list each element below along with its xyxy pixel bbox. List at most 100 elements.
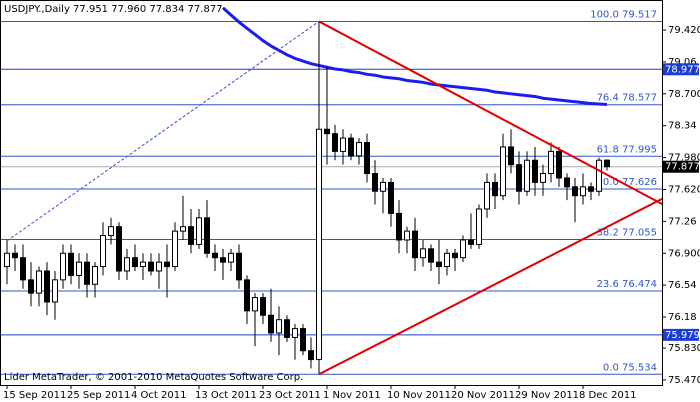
candle-body — [468, 239, 474, 245]
candle-body — [292, 328, 298, 338]
candle-body — [396, 212, 402, 241]
candle-body — [276, 319, 282, 334]
x-tick-label: 13 Oct 2011 — [195, 390, 257, 401]
y-tick-label: 79.06 — [668, 57, 697, 68]
candle-body — [340, 137, 346, 152]
y-tick-label: 77.620 — [668, 184, 700, 195]
candle-body — [364, 142, 370, 175]
candle-body — [516, 164, 522, 192]
candle-body — [228, 252, 234, 263]
fib-label: 50.0 77.626 — [597, 177, 657, 188]
candle-body — [596, 159, 602, 192]
candle-body — [500, 146, 506, 197]
candle-body — [140, 261, 146, 268]
candle-body — [84, 261, 90, 285]
candle-body — [60, 252, 66, 281]
candle-body — [164, 261, 170, 268]
fib-label: 100.0 79.517 — [590, 9, 657, 20]
plot-frame — [0, 0, 663, 386]
candle-body — [284, 319, 290, 338]
trendline — [6, 21, 320, 242]
candle-body — [540, 173, 546, 183]
candle-body — [244, 279, 250, 312]
candle-body — [492, 181, 498, 197]
fib-label: 0.0 75.534 — [603, 362, 657, 373]
x-tick-label: 25 Sep 2011 — [67, 390, 130, 401]
y-tick-label: 78.34 — [668, 121, 697, 132]
candle-body — [52, 279, 58, 303]
candle-body — [412, 230, 418, 259]
candle-body — [76, 261, 82, 276]
candle-body — [532, 159, 538, 183]
candle-body — [460, 239, 466, 259]
y-tick-label: 75.830 — [668, 343, 700, 354]
candle-body — [524, 159, 530, 192]
candle-body — [252, 297, 258, 312]
y-tick-label: 76.54 — [668, 280, 697, 291]
candle-body — [100, 235, 106, 268]
candle-body — [372, 173, 378, 192]
candle-body — [316, 128, 322, 361]
chart-title: USDJPY.,Daily 77.951 77.960 77.834 77.87… — [4, 4, 223, 15]
price-tag — [663, 63, 699, 76]
x-tick-label: 1 Nov 2011 — [323, 390, 381, 401]
candle-body — [172, 230, 178, 268]
y-tick-label: 77.26 — [668, 216, 697, 227]
candle-body — [28, 279, 34, 294]
candle-body — [380, 181, 386, 192]
candle-body — [484, 181, 490, 210]
candle-body — [36, 270, 42, 294]
candle-body — [308, 350, 314, 361]
candle-body — [452, 252, 458, 259]
candle-body — [404, 230, 410, 241]
fib-label: 23.6 76.474 — [597, 279, 657, 290]
candle-body — [220, 257, 226, 263]
price-tag — [663, 328, 699, 341]
candle-body — [444, 252, 450, 268]
candle-body — [180, 226, 186, 232]
y-tick-label: 77.980 — [668, 153, 700, 164]
candle-body — [332, 133, 338, 152]
candle-body — [548, 150, 554, 175]
fib-label: 38.2 77.055 — [597, 228, 657, 239]
trendline — [318, 197, 664, 376]
candle-body — [212, 252, 218, 259]
price-tag-label: 78.977 — [665, 64, 700, 75]
candle-body — [68, 252, 74, 276]
x-tick-label: 10 Nov 2011 — [387, 390, 451, 401]
candle-body — [156, 261, 162, 272]
candle-body — [580, 186, 586, 197]
candle-body — [428, 248, 434, 263]
candle-body — [508, 146, 514, 166]
candle-body — [44, 270, 50, 303]
candle-body — [4, 252, 10, 268]
price-tag-label: 75.979 — [665, 330, 700, 341]
candle-body — [108, 226, 114, 237]
candle-body — [300, 328, 306, 352]
x-tick-label: 4 Oct 2011 — [131, 390, 186, 401]
candle-body — [148, 261, 154, 272]
y-tick-label: 79.420 — [668, 25, 700, 36]
candle-body — [556, 150, 562, 179]
candle-body — [356, 142, 362, 157]
footer: Lider MetaTrader, © 2001-2010 MetaQuotes… — [4, 372, 303, 383]
candle-body — [124, 257, 130, 272]
x-tick-label: 23 Oct 2011 — [259, 390, 321, 401]
candle-body — [324, 128, 330, 135]
candle-body — [268, 314, 274, 334]
candle-body — [476, 208, 482, 245]
candle-body — [604, 159, 610, 168]
fib-label: 76.4 78.577 — [597, 93, 657, 104]
y-tick-label: 76.900 — [668, 248, 700, 259]
x-tick-label: 8 Dec 2011 — [579, 390, 637, 401]
moving-average — [222, 6, 608, 106]
y-tick-label: 76.18 — [668, 312, 697, 323]
candle-body — [92, 266, 98, 285]
candle-body — [420, 248, 426, 259]
price-tag — [663, 160, 699, 173]
candle-body — [236, 252, 242, 281]
candle-body — [564, 177, 570, 188]
candle-body — [436, 261, 442, 268]
candle-body — [116, 226, 122, 272]
